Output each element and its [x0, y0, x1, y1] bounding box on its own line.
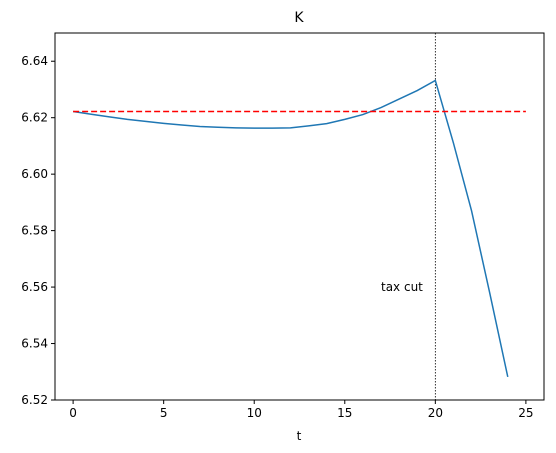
y-tick-label-3: 6.58 [21, 224, 48, 238]
chart-title: K [294, 10, 304, 26]
x-axis: 0 5 10 15 20 25 [69, 400, 534, 420]
y-tick-label-0: 6.52 [21, 393, 48, 407]
x-tick-label-4: 20 [428, 406, 443, 420]
y-axis: 6.52 6.54 6.56 6.58 6.60 6.62 6.64 [21, 54, 55, 407]
y-tick-label-5: 6.62 [21, 111, 48, 125]
x-tick-label-1: 5 [160, 406, 168, 420]
y-tick-label-6: 6.64 [21, 54, 48, 68]
x-tick-label-2: 10 [247, 406, 262, 420]
x-axis-label: t [297, 429, 302, 443]
y-tick-label-1: 6.54 [21, 337, 48, 351]
x-tick-label-3: 15 [337, 406, 352, 420]
x-tick-label-5: 25 [518, 406, 533, 420]
series-line-0 [72, 79, 509, 378]
plot-area: tax cut [72, 33, 526, 400]
plot-frame [54, 32, 545, 401]
y-tick-label-4: 6.60 [21, 167, 48, 181]
annotation-0: tax cut [381, 280, 423, 294]
x-tick-label-0: 0 [69, 406, 77, 420]
y-tick-label-2: 6.56 [21, 280, 48, 294]
